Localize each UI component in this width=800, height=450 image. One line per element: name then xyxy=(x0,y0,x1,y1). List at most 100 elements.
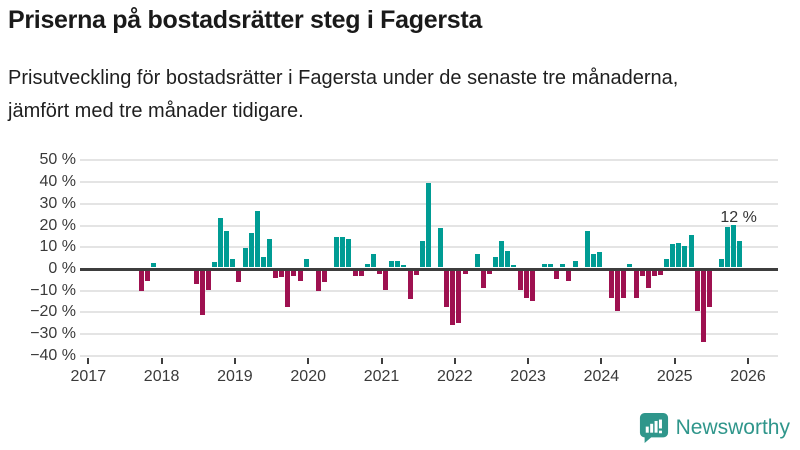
bar xyxy=(670,243,676,268)
bar xyxy=(370,254,376,268)
bar xyxy=(212,262,217,268)
bar xyxy=(486,270,492,274)
newsworthy-logo: Newsworthy xyxy=(639,412,790,444)
bar xyxy=(267,239,272,268)
y-axis-tick-label: 0 % xyxy=(48,260,76,277)
bar xyxy=(651,270,657,276)
bar xyxy=(230,258,236,268)
bar xyxy=(554,270,560,280)
x-axis-tick-label: 2018 xyxy=(143,368,180,385)
bar xyxy=(731,225,737,268)
gridline xyxy=(80,181,778,184)
bar xyxy=(450,270,456,325)
bar xyxy=(676,242,682,268)
page-title: Priserna på bostadsrätter steg i Fagerst… xyxy=(8,6,482,34)
bar xyxy=(236,270,242,283)
bar xyxy=(150,263,156,268)
bar xyxy=(401,265,407,268)
x-axis-tick-label: 2023 xyxy=(510,368,546,385)
y-axis-tick-label: −30 % xyxy=(30,325,76,343)
x-axis-tick xyxy=(87,358,90,364)
gridline xyxy=(80,354,778,357)
bar xyxy=(700,270,706,343)
gridline xyxy=(80,333,778,336)
bar xyxy=(303,258,309,268)
bar xyxy=(621,270,627,298)
bar xyxy=(584,230,590,268)
bar xyxy=(321,270,327,283)
bar xyxy=(376,270,382,274)
x-axis-tick xyxy=(673,358,676,364)
bar xyxy=(242,247,248,268)
bar xyxy=(254,211,260,268)
x-axis-tick xyxy=(160,358,163,364)
bar xyxy=(682,245,688,268)
x-axis-tick-label: 2024 xyxy=(583,368,620,385)
y-axis-tick-label: 10 % xyxy=(39,238,76,256)
y-axis-tick-label: −20 % xyxy=(30,303,76,321)
newsworthy-logo-text: Newsworthy xyxy=(675,416,790,439)
bar xyxy=(346,239,352,268)
bar xyxy=(285,270,291,308)
bar xyxy=(596,252,602,268)
x-axis-tick-label: 2020 xyxy=(290,368,326,385)
bar xyxy=(291,270,297,276)
bar xyxy=(658,270,664,275)
bar xyxy=(340,237,346,268)
y-axis-tick-label: 20 % xyxy=(39,216,76,234)
bar xyxy=(364,264,370,268)
bar xyxy=(706,270,712,308)
gridline xyxy=(80,289,778,292)
bar xyxy=(260,256,266,268)
bar xyxy=(615,270,621,311)
bar xyxy=(419,241,425,268)
y-axis-tick-label: 40 % xyxy=(39,173,76,191)
y-axis-tick-label: −10 % xyxy=(30,281,76,299)
bar xyxy=(688,234,694,268)
y-axis-tick-label: 30 % xyxy=(39,194,76,212)
bar xyxy=(719,258,725,268)
x-axis-tick-label: 2026 xyxy=(730,368,766,385)
bar xyxy=(633,270,639,298)
x-axis-tick xyxy=(233,358,236,364)
bar xyxy=(199,270,205,315)
bar xyxy=(511,265,517,268)
bar xyxy=(444,270,450,308)
bar xyxy=(407,270,413,299)
bar xyxy=(438,228,444,268)
newsworthy-bubble-icon xyxy=(639,412,669,444)
x-axis-tick-label: 2022 xyxy=(437,368,473,385)
bar xyxy=(560,264,566,268)
bar xyxy=(517,270,523,291)
bar xyxy=(639,270,645,276)
x-axis-tick xyxy=(747,358,749,364)
bar xyxy=(529,270,535,301)
gridline xyxy=(80,159,778,162)
bar xyxy=(205,270,211,291)
bar xyxy=(144,270,150,282)
bar xyxy=(218,217,224,268)
bar xyxy=(505,251,511,268)
bar xyxy=(493,256,499,268)
bar xyxy=(499,241,505,268)
x-axis-tick xyxy=(600,358,603,364)
x-axis-tick xyxy=(453,358,456,364)
bar xyxy=(548,264,554,268)
x-axis-tick xyxy=(307,358,310,364)
bar xyxy=(645,270,651,288)
bar xyxy=(334,237,340,268)
x-axis-tick-label: 2019 xyxy=(217,368,253,385)
bar xyxy=(383,270,389,291)
bar xyxy=(566,270,572,282)
y-axis-tick-label: −40 % xyxy=(30,346,76,364)
bar xyxy=(627,264,633,268)
bar xyxy=(694,270,700,311)
bar xyxy=(315,270,321,292)
x-axis-tick xyxy=(380,358,383,364)
bar xyxy=(480,270,486,288)
bar xyxy=(462,270,468,274)
bar xyxy=(395,260,401,268)
bar xyxy=(425,182,431,268)
bar xyxy=(297,270,303,282)
bar xyxy=(138,270,144,292)
